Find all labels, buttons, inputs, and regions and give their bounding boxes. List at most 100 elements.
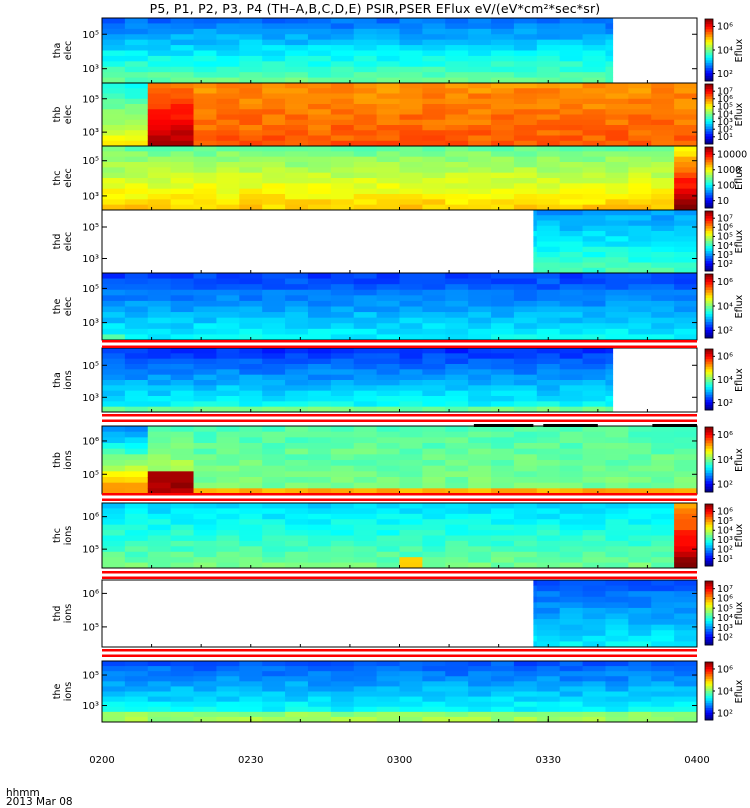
thb-ions-cell xyxy=(491,426,515,433)
thc-elec-cell xyxy=(376,146,400,152)
thc-elec-cell xyxy=(491,167,515,174)
thb-ions-cell xyxy=(559,488,583,495)
cbar-tick-label: 10⁶ xyxy=(717,22,733,33)
the-ions-cell xyxy=(582,691,606,697)
tha-elec-cell xyxy=(330,45,355,51)
the-elec-cell xyxy=(513,323,538,330)
tha-elec-cell xyxy=(216,34,240,41)
thc-ions-cell xyxy=(147,535,172,542)
tha-elec-cell xyxy=(330,61,355,68)
thb-elec-cbar-step xyxy=(705,101,713,105)
thb-ions-cell xyxy=(628,488,652,495)
thc-elec-cell xyxy=(216,188,240,195)
tha-ions-cell xyxy=(445,380,469,386)
thc-elec-cell xyxy=(353,146,378,152)
cbar-tick-label: 10³ xyxy=(717,117,733,128)
thc-elec-cell xyxy=(193,172,217,179)
tha-ions-cell xyxy=(285,374,309,381)
thc-ions-cell xyxy=(468,535,492,542)
thc-elec-cbar-step xyxy=(705,182,713,186)
thb-elec-cell xyxy=(307,109,332,115)
thb-ions-cell xyxy=(468,465,492,472)
the-ions-cell xyxy=(468,701,492,708)
the-elec-cell xyxy=(628,323,652,330)
thc-elec-cell xyxy=(262,183,286,190)
tha-elec-cell xyxy=(239,55,263,62)
thc-ions-cell xyxy=(536,546,561,553)
tha-ions-cell xyxy=(307,374,332,381)
thd-ions-cell xyxy=(651,630,675,637)
thb-ions-cell xyxy=(307,488,332,495)
thc-elec-cell xyxy=(468,183,492,190)
the-ions-cell xyxy=(124,681,149,687)
the-elec-cell xyxy=(102,284,126,291)
thb-ions-cbar-step xyxy=(705,437,713,441)
tha-ions-cell xyxy=(330,348,355,354)
the-ions-cell xyxy=(445,711,469,718)
the-ions-cell xyxy=(674,691,698,697)
the-ions-cell xyxy=(422,691,446,697)
tha-elec-cell xyxy=(513,66,538,73)
thb-elec-cell xyxy=(422,119,446,126)
tha-ions-cell xyxy=(193,348,217,354)
thc-ions-cell xyxy=(102,551,126,558)
thb-ions-ylabel-1: ions xyxy=(63,450,74,469)
tha-ions-cell xyxy=(216,385,240,392)
thb-elec-cell xyxy=(399,98,423,105)
the-ions-cell xyxy=(399,701,423,708)
thb-ions-cell xyxy=(216,448,240,455)
thb-elec-cbar-step xyxy=(705,84,713,87)
thb-ions-cell xyxy=(216,437,240,444)
tha-ions-cell xyxy=(285,353,309,360)
thb-elec-cbar-step xyxy=(705,109,713,112)
tha-elec-cell xyxy=(170,66,194,73)
thb-elec-cell xyxy=(353,135,378,142)
the-elec-cell xyxy=(262,312,286,319)
thb-ions-cell xyxy=(422,488,446,495)
thc-ions-cell xyxy=(674,551,698,558)
thc-elec-cell xyxy=(513,188,538,195)
tha-ions-cell xyxy=(330,374,355,381)
the-ions-cell xyxy=(651,671,675,677)
thb-ions-cell xyxy=(262,460,286,467)
the-ions-cell xyxy=(193,681,217,687)
the-ions-cell xyxy=(559,686,583,692)
thd-elec-cell xyxy=(674,252,698,258)
the-ions-cell xyxy=(216,711,240,718)
thb-ions-cell xyxy=(170,454,194,461)
the-elec-cbar-step xyxy=(705,284,713,288)
the-ions-cell xyxy=(468,706,492,713)
tha-elec-cell xyxy=(239,23,263,30)
tha-elec-cell xyxy=(536,34,561,41)
the-elec-cell xyxy=(513,306,538,313)
the-ions-cell xyxy=(285,716,309,723)
thc-elec-cell xyxy=(513,162,538,168)
tha-elec-cell xyxy=(193,72,217,78)
tha-elec-cell xyxy=(582,55,606,62)
the-ions-cell xyxy=(399,671,423,677)
thb-ions-cell xyxy=(124,437,149,444)
tha-ions-cell xyxy=(582,401,606,408)
thb-ions-cell xyxy=(582,454,606,461)
thb-ions-cell xyxy=(147,443,172,450)
the-elec-cell xyxy=(147,273,172,279)
tha-ions-cell xyxy=(285,364,309,370)
the-ions-cell xyxy=(491,666,515,672)
the-elec-cell xyxy=(651,289,675,296)
cbar-tick-label: 10⁵ xyxy=(717,516,733,527)
thb-elec-cell xyxy=(216,140,240,147)
thc-ions-cell xyxy=(513,530,538,536)
tha-elec-cell xyxy=(605,45,614,51)
the-elec-cell xyxy=(536,306,561,313)
the-ions-cell xyxy=(582,671,606,677)
tha-ions-cell xyxy=(353,374,378,381)
thc-ions-cell xyxy=(285,535,309,542)
thb-elec-cell xyxy=(674,135,698,142)
the-ions-cell xyxy=(651,706,675,713)
thd-elec-cell xyxy=(651,241,675,248)
tha-ions-cell xyxy=(536,385,561,392)
tha-ions-cbar-step xyxy=(705,371,713,375)
thb-ions-cell xyxy=(307,431,332,438)
tha-elec-cell xyxy=(216,66,240,73)
the-elec-cbar-step xyxy=(705,287,713,291)
